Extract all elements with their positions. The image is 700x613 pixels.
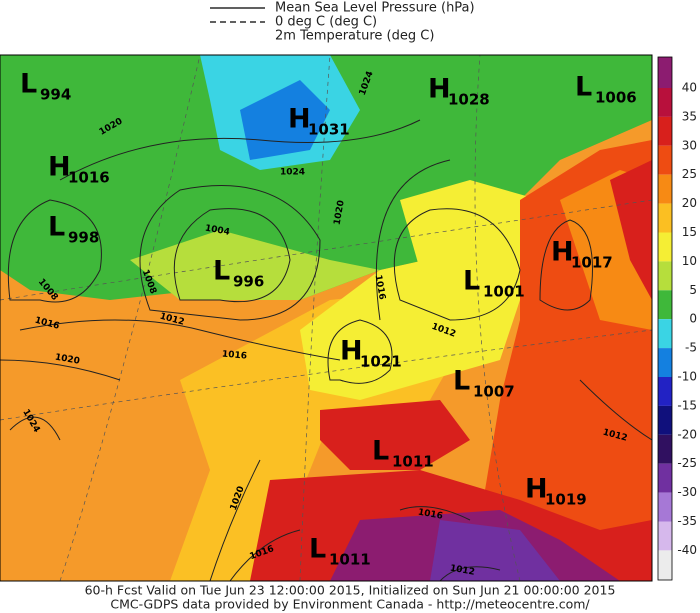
map-frame	[0, 54, 653, 582]
colorbar-tick-label: -25	[677, 456, 697, 470]
colorbar-frame	[657, 56, 673, 581]
colorbar-tick-label: 30	[682, 138, 697, 152]
center-letter: H	[428, 74, 451, 105]
colorbar-tick-label: 0	[689, 312, 697, 326]
legend-label: Mean Sea Level Pressure (hPa)	[275, 1, 475, 16]
colorbar-band	[658, 463, 672, 493]
colorbar-band	[658, 116, 672, 146]
center-letter: L	[575, 72, 592, 103]
colorbar-tick-label: -20	[677, 427, 697, 441]
legend-label: 2m Temperature (deg C)	[275, 29, 434, 44]
colorbar-band	[658, 377, 672, 406]
colorbar-tick-label: 25	[682, 167, 697, 181]
colorbar-tick-label: -5	[685, 341, 697, 355]
colorbar-band	[658, 319, 672, 349]
center-pressure: 1021	[360, 353, 402, 371]
isobar-label: 1020	[54, 353, 80, 367]
colorbar-band	[658, 348, 672, 377]
colorbar-band	[658, 203, 672, 233]
center-pressure: 1011	[392, 453, 434, 471]
center-letter: L	[372, 436, 389, 467]
center-pressure: 996	[233, 273, 264, 291]
colorbar-band	[658, 261, 672, 291]
temperature-field	[0, 55, 652, 581]
colorbar-band	[658, 145, 672, 175]
colorbar-tick-label: 15	[682, 225, 697, 239]
center-letter: H	[48, 152, 71, 183]
center-letter: L	[48, 212, 65, 243]
center-pressure: 1007	[473, 383, 515, 401]
footer-text: CMC-GDPS data provided by Environment Ca…	[110, 597, 590, 612]
center-letter: L	[463, 266, 480, 297]
colorbar-band	[658, 550, 672, 580]
footer-text: 60-h Fcst Valid on Tue Jun 23 12:00:00 2…	[85, 583, 616, 598]
colorbar-band	[658, 232, 672, 262]
colorbar-band	[658, 290, 672, 320]
center-pressure: 994	[40, 86, 71, 104]
colorbar-band	[658, 434, 672, 464]
colorbar-tick-label: 10	[682, 254, 697, 268]
colorbar-band	[658, 88, 672, 117]
isobar-label: 1016	[222, 350, 248, 362]
center-pressure: 1001	[483, 283, 525, 301]
center-letter: H	[525, 474, 548, 505]
center-pressure: 1019	[545, 491, 587, 509]
colorbar-tick-label: 20	[682, 196, 697, 210]
colorbar-band	[658, 521, 672, 551]
center-pressure: 1017	[571, 254, 613, 272]
colorbar-tick-label: 5	[689, 283, 697, 297]
colorbar-tick-label: -15	[677, 398, 697, 412]
center-letter: H	[288, 104, 311, 135]
colorbar-tick-label: -35	[677, 514, 697, 528]
colorbar-tick-label: -40	[677, 543, 697, 557]
isobar-label: 1020	[333, 200, 347, 226]
colorbar-tick-label: -10	[677, 370, 697, 384]
center-letter: L	[20, 69, 37, 100]
center-pressure: 1011	[329, 551, 371, 569]
center-letter: H	[340, 336, 363, 367]
isobar-label: 1004	[204, 224, 230, 238]
colorbar-band	[658, 492, 672, 522]
legend-label: 0 deg C (deg C)	[275, 15, 377, 30]
colorbar-tick-label: 35	[682, 109, 697, 123]
center-pressure: 1031	[308, 121, 350, 139]
center-letter: L	[213, 256, 230, 287]
center-pressure: 998	[68, 229, 99, 247]
isobar-label: 1016	[417, 508, 443, 522]
colorbar-band	[658, 57, 672, 88]
colorbar-tick-label: 40	[682, 81, 697, 95]
isobar-label: 1012	[449, 564, 475, 578]
center-letter: L	[309, 534, 326, 565]
colorbar-band	[658, 174, 672, 204]
colorbar-tick-label: -30	[677, 485, 697, 499]
center-letter: H	[551, 237, 574, 268]
center-pressure: 1006	[595, 89, 637, 107]
center-pressure: 1016	[68, 169, 110, 187]
colorbar-band	[658, 405, 672, 435]
isobar-label: 1016	[373, 274, 387, 300]
center-letter: L	[453, 366, 470, 397]
isobar-label: 1024	[280, 168, 305, 178]
center-pressure: 1028	[448, 91, 490, 109]
